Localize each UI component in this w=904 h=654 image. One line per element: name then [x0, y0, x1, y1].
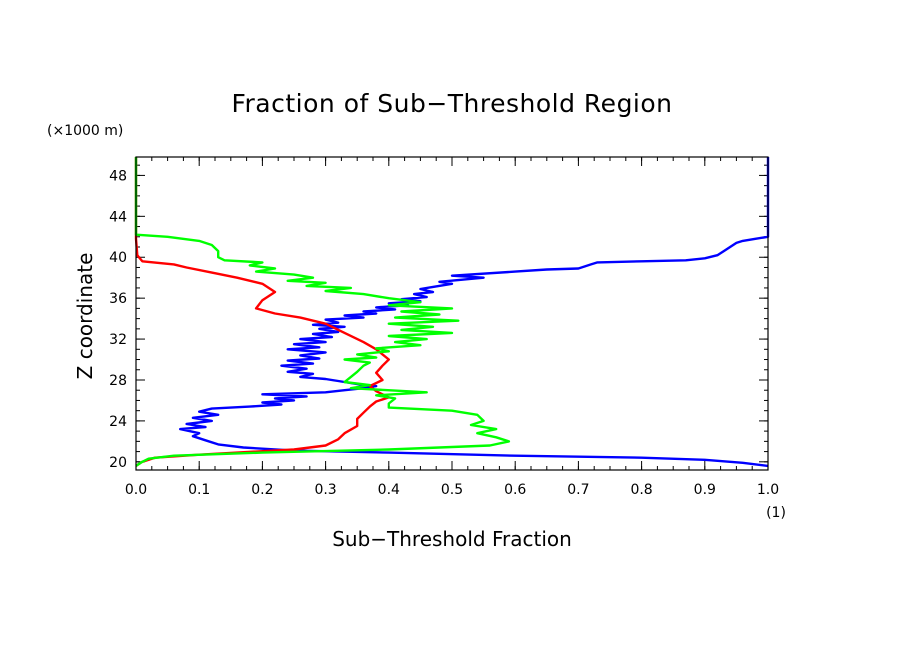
x-tick-label: 0.7: [567, 482, 589, 498]
y-tick-label: 40: [109, 250, 127, 266]
y-tick-label: 20: [109, 455, 127, 471]
x-axis-label: Sub−Threshold Fraction: [332, 527, 572, 551]
y-tick-label: 24: [109, 414, 127, 430]
x-tick-label: 0.3: [314, 482, 336, 498]
x-tick-label: 0.1: [188, 482, 210, 498]
x-tick-label: 0.6: [504, 482, 526, 498]
series-line-3: [134, 157, 511, 467]
x-tick-label: 0.5: [441, 482, 463, 498]
axis-ticks: 0.0 0.1 0.2 0.3 0.4 0.5 0.6 0.7 0.8 0.9 1.0 20 24 28 3…: [109, 157, 779, 498]
series-group: [134, 157, 770, 468]
x-axis-unit: (1): [766, 505, 786, 521]
y-tick-label: 36: [109, 291, 127, 307]
x-tick-label: 0.2: [251, 482, 273, 498]
y-tick-label: 32: [109, 332, 127, 348]
y-tick-label: 48: [109, 168, 127, 184]
x-tick-label: 0.9: [694, 482, 716, 498]
series-line-2: [134, 157, 390, 467]
y-axis-label: Z coordinate: [73, 253, 97, 380]
x-tick-label: 0.4: [378, 482, 400, 498]
y-tick-label: 28: [109, 373, 127, 389]
x-tick-label: 1.0: [757, 482, 779, 498]
y-tick-label: 44: [109, 209, 127, 225]
series-line-1: [179, 157, 770, 468]
x-tick-label: 0.8: [630, 482, 652, 498]
x-tick-label: 0.0: [125, 482, 147, 498]
chart-title: Fraction of Sub−Threshold Region: [231, 89, 672, 118]
plot-frame: [135, 156, 769, 471]
y-axis-unit: (×1000 m): [47, 123, 123, 139]
